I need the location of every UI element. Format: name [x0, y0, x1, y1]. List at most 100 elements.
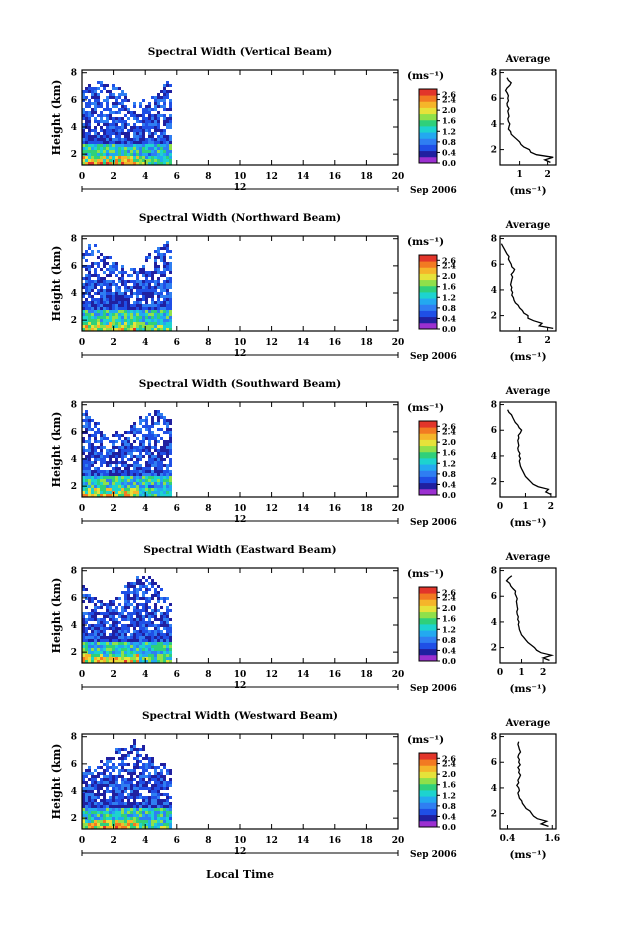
heatmap-cell: [160, 455, 163, 458]
heatmap-cell: [169, 485, 172, 488]
heatmap-cell: [106, 84, 109, 87]
heatmap-cell: [118, 748, 121, 751]
heatmap-cell: [85, 123, 88, 126]
heatmap-cell: [133, 660, 136, 663]
x-tick-label: 20: [392, 504, 405, 514]
heatmap-cell: [124, 304, 127, 307]
heatmap-cell: [130, 597, 133, 600]
heatmap-cell: [166, 642, 169, 645]
heatmap-cell: [97, 144, 100, 147]
colorbar-tick-label: 2.0: [442, 105, 456, 115]
heatmap-cell: [169, 325, 172, 328]
heatmap-cell: [145, 461, 148, 464]
heatmap-cell: [106, 654, 109, 657]
heatmap-cell: [166, 488, 169, 491]
heatmap-cell: [115, 289, 118, 292]
heatmap-cell: [166, 446, 169, 449]
average-x-tick-label: 2: [548, 502, 554, 512]
heatmap-cell: [127, 108, 130, 111]
heatmap-cell: [163, 301, 166, 304]
heatmap-cell: [154, 328, 157, 331]
heatmap-cell: [154, 461, 157, 464]
heatmap-cell: [145, 141, 148, 144]
heatmap-cell: [97, 817, 100, 820]
heatmap-cell: [151, 138, 154, 141]
heatmap-cell: [136, 654, 139, 657]
heatmap-cell: [103, 642, 106, 645]
heatmap-cell: [163, 138, 166, 141]
heatmap-cell: [133, 313, 136, 316]
colorbar-tick-label: 1.6: [442, 282, 456, 292]
heatmap-cell: [130, 159, 133, 162]
date-label: Sep 2006: [410, 186, 457, 196]
heatmap-cell: [136, 790, 139, 793]
heatmap-cell: [139, 440, 142, 443]
heatmap-cell: [94, 153, 97, 156]
heatmap-cell: [148, 132, 151, 135]
heatmap-cell: [94, 479, 97, 482]
heatmap-cell: [106, 286, 109, 289]
heatmap-cell: [88, 135, 91, 138]
heatmap-cell: [139, 416, 142, 419]
heatmap-cell: [145, 482, 148, 485]
heatmap-cell: [142, 156, 145, 159]
heatmap-cell: [112, 141, 115, 144]
heatmap-cell: [82, 627, 85, 630]
heatmap-cell: [157, 105, 160, 108]
heatmap-cell: [94, 630, 97, 633]
heatmap-cell: [112, 763, 115, 766]
heatmap-cell: [151, 461, 154, 464]
heatmap-cell: [112, 129, 115, 132]
heatmap-cell: [100, 799, 103, 802]
heatmap-cell: [124, 105, 127, 108]
heatmap-cell: [139, 479, 142, 482]
x-tick-label: 0: [79, 836, 85, 846]
heatmap-cell: [97, 87, 100, 90]
heatmap-cell: [100, 494, 103, 497]
heatmap-cell: [139, 642, 142, 645]
heatmap-cell: [94, 280, 97, 283]
heatmap-cell: [127, 458, 130, 461]
heatmap-cell: [166, 138, 169, 141]
heatmap-cell: [115, 283, 118, 286]
heatmap-cell: [121, 307, 124, 310]
heatmap-cell: [157, 102, 160, 105]
heatmap-cell: [133, 135, 136, 138]
heatmap-cell: [106, 485, 109, 488]
heatmap-cell: [163, 657, 166, 660]
heatmap-cell: [154, 126, 157, 129]
heatmap-cell: [163, 820, 166, 823]
heatmap-cell: [157, 775, 160, 778]
heatmap-cell: [151, 811, 154, 814]
heatmap-cell: [148, 470, 151, 473]
heatmap-cell: [169, 277, 172, 280]
heatmap-cell: [133, 645, 136, 648]
heatmap-cell: [136, 618, 139, 621]
heatmap-cell: [169, 473, 172, 476]
heatmap-cell: [103, 636, 106, 639]
heatmap-cell: [97, 292, 100, 295]
heatmap-cell: [139, 579, 142, 582]
heatmap-cell: [130, 455, 133, 458]
heatmap-cell: [106, 150, 109, 153]
heatmap-cell: [88, 651, 91, 654]
heatmap-cell: [157, 639, 160, 642]
heatmap-cell: [106, 99, 109, 102]
heatmap-cell: [169, 802, 172, 805]
heatmap-cell: [157, 636, 160, 639]
heatmap-cell: [103, 108, 106, 111]
heatmap-cell: [94, 811, 97, 814]
heatmap-cell: [163, 422, 166, 425]
heatmap-cell: [157, 823, 160, 826]
heatmap-cell: [151, 485, 154, 488]
heatmap-cell: [109, 271, 112, 274]
heatmap-cell: [154, 612, 157, 615]
heatmap-cell: [142, 292, 145, 295]
x-tick-label: 6: [174, 670, 180, 680]
heatmap-cell: [94, 660, 97, 663]
heatmap-cell: [142, 434, 145, 437]
heatmap-cell: [115, 322, 118, 325]
heatmap-cell: [112, 603, 115, 606]
heatmap-cell: [82, 90, 85, 93]
heatmap-cell: [82, 256, 85, 259]
